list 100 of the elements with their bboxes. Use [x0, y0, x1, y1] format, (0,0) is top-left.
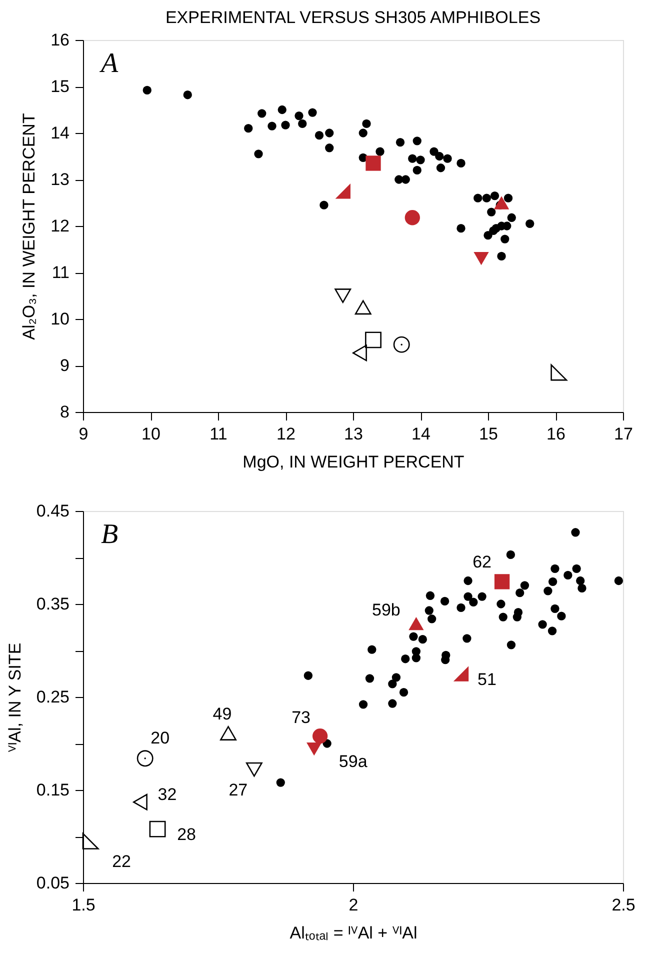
point: [393, 336, 410, 353]
point: [494, 196, 510, 210]
point: [506, 640, 516, 650]
point: [494, 574, 510, 590]
y-tick-label: 13: [50, 170, 70, 189]
point: [497, 252, 506, 261]
annotation: 51: [478, 670, 496, 689]
x-tick-label: 15: [479, 424, 498, 444]
point: [244, 124, 253, 133]
point: [276, 778, 285, 787]
point: [408, 616, 424, 630]
point: [365, 674, 374, 683]
point: [464, 592, 472, 601]
point: [507, 213, 516, 222]
y-tick-label: 0.15: [36, 780, 70, 800]
x-tick-label: 1.5: [72, 896, 96, 914]
point: [278, 105, 286, 114]
point: [401, 175, 410, 184]
point: [428, 614, 436, 624]
point: [544, 586, 552, 596]
annotation: 27: [228, 780, 248, 800]
point: [443, 154, 452, 163]
y-axis-title: ⱽᴵAl, IN Y SITE: [5, 642, 24, 752]
point: [548, 626, 557, 636]
y-tick-label: 14: [50, 124, 70, 142]
x-tick-label: 2: [348, 896, 358, 914]
x-axis-title: MgO, IN WEIGHT PERCENT: [242, 452, 464, 472]
x-tick-label: 2.5: [612, 896, 636, 914]
point: [142, 86, 152, 95]
point: [136, 750, 154, 767]
point: [281, 120, 290, 130]
point: [220, 726, 236, 740]
point: [258, 109, 266, 118]
point: [500, 234, 510, 244]
point: [412, 136, 422, 146]
point: [254, 150, 263, 158]
annotation: A: [99, 48, 119, 79]
point: [506, 550, 516, 560]
point: [456, 603, 466, 612]
point: [557, 612, 566, 620]
point: [487, 208, 496, 216]
point: [571, 528, 580, 537]
annotation: 22: [112, 852, 132, 872]
point: [365, 332, 382, 348]
point: [526, 219, 534, 228]
point: [456, 158, 466, 168]
point: [294, 111, 304, 120]
y-tick-label: 8: [60, 402, 70, 422]
point: [409, 632, 418, 641]
annotation: 49: [212, 704, 232, 724]
point: [358, 700, 368, 709]
point: [453, 666, 469, 682]
point: [354, 300, 372, 315]
x-tick-label: 11: [210, 424, 228, 444]
y-tick-label: 12: [50, 216, 70, 236]
point: [440, 596, 450, 606]
point: [312, 728, 328, 744]
point: [304, 671, 313, 680]
point: [474, 194, 482, 202]
y-tick-label: 10: [50, 310, 70, 328]
point: [462, 634, 472, 643]
point: [335, 184, 350, 199]
point: [512, 612, 522, 622]
point: [576, 576, 585, 586]
point: [298, 119, 307, 128]
point: [498, 612, 508, 622]
chart-title: EXPERIMENTAL VERSUS SH305 AMPHIBOLES: [165, 8, 541, 27]
annotation: 62: [472, 552, 492, 572]
point: [424, 606, 434, 615]
point: [404, 210, 420, 226]
point: [504, 194, 513, 202]
point: [578, 584, 586, 593]
point: [469, 598, 478, 606]
point: [401, 654, 410, 664]
point: [366, 156, 381, 171]
point: [418, 635, 427, 644]
point: [362, 119, 371, 128]
point: [358, 128, 368, 138]
point: [268, 122, 276, 130]
point: [325, 144, 334, 152]
point: [399, 688, 408, 697]
annotation: 59a: [338, 752, 368, 772]
point: [392, 673, 401, 682]
point: [82, 832, 99, 850]
point: [308, 108, 317, 117]
point: [133, 794, 148, 810]
point: [435, 152, 444, 161]
point: [550, 364, 568, 381]
point: [478, 592, 486, 601]
point: [314, 131, 324, 140]
point: [376, 147, 384, 156]
y-tick-label: 0.25: [36, 688, 70, 706]
annotation: B: [101, 519, 118, 550]
y-tick-label: 9: [60, 356, 70, 375]
point: [412, 654, 421, 662]
y-axis-title: Al₂O₃, IN WEIGHT PERCENT: [20, 113, 39, 340]
point: [408, 154, 417, 163]
y-tick-label: 11: [52, 263, 70, 282]
x-tick-label: 17: [614, 424, 633, 444]
annotation: 32: [158, 785, 177, 804]
